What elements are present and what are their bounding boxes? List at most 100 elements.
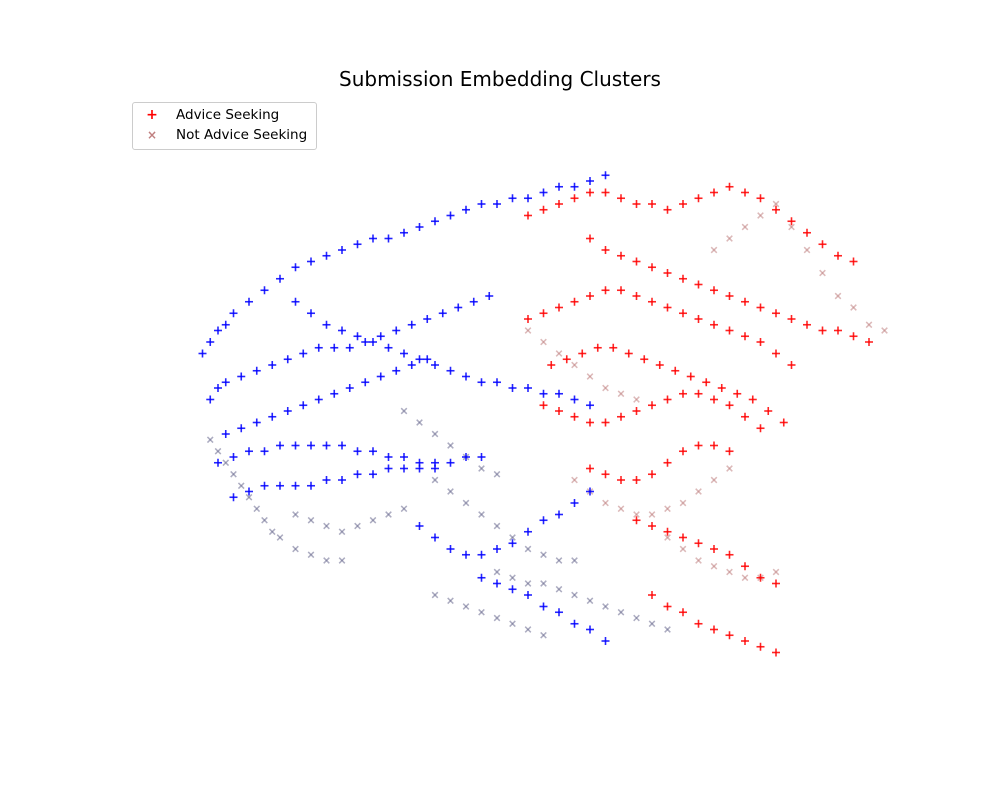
advice-seeking-point (849, 332, 858, 341)
not-advice-seeking-point (276, 534, 284, 541)
not-advice-seeking-point (617, 608, 625, 616)
advice-seeking-point (694, 315, 703, 323)
not-advice-seeking-point (307, 551, 315, 559)
advice-seeking-point (586, 177, 594, 185)
advice-seeking-point (307, 481, 315, 490)
advice-seeking-point (353, 332, 362, 341)
advice-seeking-point (307, 441, 315, 450)
advice-seeking-point (438, 309, 447, 318)
not-advice-seeking-point (788, 223, 795, 231)
advice-seeking-point (741, 188, 749, 197)
advice-seeking-point (779, 418, 788, 427)
advice-seeking-point (376, 372, 385, 381)
not-advice-seeking-point (261, 516, 268, 524)
advice-seeking-point (725, 326, 734, 335)
not-advice-seeking-point (586, 373, 594, 380)
legend: + Advice Seeking × Not Advice Seeking (132, 102, 317, 150)
plus-marker-icon: + (146, 107, 158, 123)
advice-seeking-point (539, 188, 548, 197)
advice-seeking-point (617, 286, 625, 295)
advice-seeking-point (849, 257, 858, 266)
advice-seeking-point (663, 395, 672, 404)
advice-seeking-point (431, 217, 439, 226)
advice-seeking-point (477, 200, 486, 208)
advice-seeking-point (663, 458, 672, 467)
advice-seeking-point (741, 297, 749, 306)
not-advice-seeking-point (338, 557, 346, 564)
advice-seeking-point (322, 320, 331, 329)
not-advice-seeking-point (292, 545, 299, 553)
not-advice-seeking-point (617, 390, 625, 398)
advice-seeking-point (787, 361, 796, 369)
advice-seeking-point (369, 470, 377, 479)
advice-seeking-point (679, 389, 687, 398)
advice-seeking-point (555, 182, 563, 191)
advice-seeking-point (524, 315, 532, 323)
not-advice-seeking-point (292, 511, 299, 518)
not-advice-seeking-point (524, 580, 532, 587)
advice-seeking-point (446, 458, 455, 467)
advice-seeking-point (586, 418, 594, 427)
advice-seeking-point (431, 464, 439, 473)
advice-seeking-point (586, 464, 594, 473)
advice-seeking-point (725, 447, 734, 456)
advice-seeking-point (756, 194, 765, 203)
not-advice-seeking-point (447, 442, 454, 449)
advice-seeking-point (423, 355, 432, 364)
advice-seeking-point (446, 211, 455, 220)
advice-seeking-point (237, 424, 246, 433)
advice-seeking-point (229, 309, 238, 318)
advice-seeking-point (299, 349, 308, 358)
advice-seeking-point (601, 637, 610, 645)
advice-seeking-point (477, 378, 486, 387)
not-advice-seeking-point (524, 327, 532, 334)
not-advice-seeking-point (222, 459, 230, 467)
advice-seeking-point (679, 447, 687, 456)
advice-seeking-point (655, 361, 664, 369)
not-advice-seeking-point (493, 470, 501, 478)
advice-seeking-point (648, 401, 656, 410)
advice-seeking-point (322, 441, 331, 450)
advice-seeking-point (710, 625, 718, 634)
advice-seeking-point (617, 476, 625, 484)
not-advice-seeking-point (323, 522, 330, 530)
advice-seeking-point (291, 441, 300, 450)
not-advice-seeking-point (478, 465, 485, 472)
advice-seeking-point (570, 182, 579, 191)
advice-seeking-point (508, 539, 517, 548)
advice-seeking-point (353, 240, 362, 249)
advice-seeking-point (462, 550, 470, 559)
advice-seeking-point (570, 297, 579, 306)
not-advice-seeking-point (493, 614, 501, 622)
not-advice-seeking-point (354, 522, 361, 530)
not-advice-seeking-point (865, 321, 873, 329)
advice-seeking-point (307, 309, 315, 318)
advice-seeking-point (803, 228, 811, 237)
advice-seeking-point (539, 205, 548, 214)
advice-seeking-point (586, 487, 594, 496)
advice-seeking-point (330, 389, 339, 398)
advice-seeking-point (679, 200, 687, 208)
advice-seeking-point (586, 234, 594, 243)
advice-seeking-point (415, 355, 424, 364)
advice-seeking-point (586, 401, 594, 410)
advice-seeking-point (524, 211, 532, 220)
advice-seeking-point (741, 637, 749, 645)
not-advice-seeking-point (726, 568, 733, 576)
advice-seeking-point (229, 493, 238, 502)
advice-seeking-point (407, 361, 416, 369)
not-advice-seeking-point (648, 620, 656, 628)
advice-seeking-point (206, 338, 215, 346)
not-advice-seeking-point (834, 292, 842, 300)
advice-seeking-point (400, 453, 408, 461)
not-advice-seeking-point (881, 327, 888, 334)
advice-seeking-point (353, 447, 362, 456)
advice-seeking-point (570, 619, 579, 628)
advice-seeking-point (617, 194, 625, 203)
advice-seeking-point (407, 320, 416, 329)
advice-seeking-point (555, 389, 563, 398)
not-advice-seeking-point (850, 304, 857, 311)
advice-seeking-point (268, 361, 277, 369)
advice-seeking-point (206, 395, 215, 404)
not-advice-seeking-point (741, 574, 749, 582)
